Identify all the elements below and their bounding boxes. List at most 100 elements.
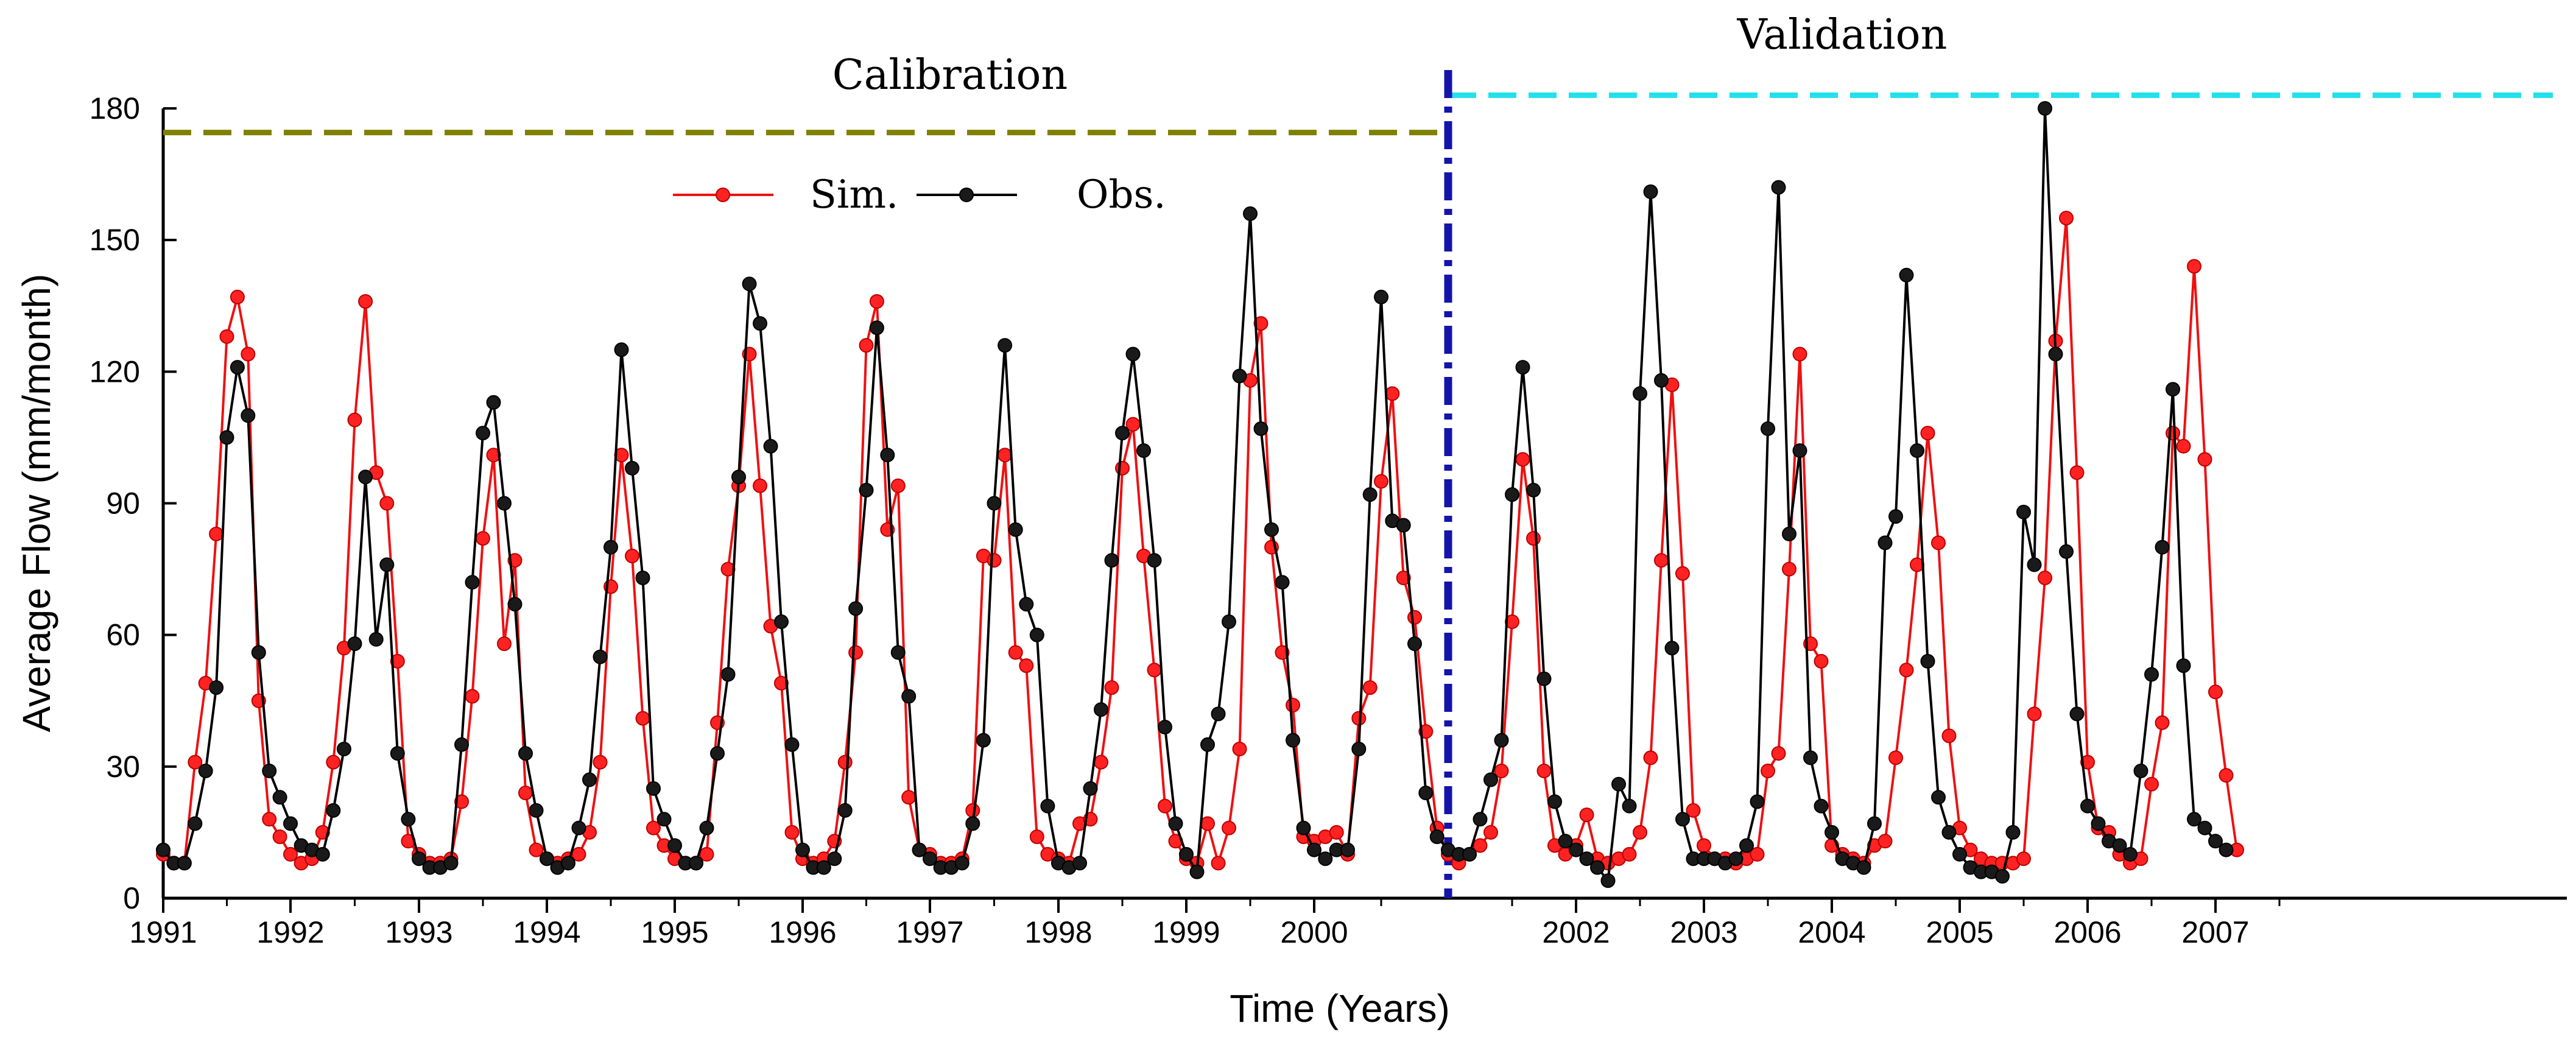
sim-point (987, 553, 1002, 568)
obs-point (593, 649, 608, 664)
sim-point (2187, 259, 2201, 274)
sim-point (1329, 825, 1344, 840)
x-tick-label: 1997 (896, 915, 963, 949)
obs-point (347, 636, 362, 652)
sim-point (837, 754, 853, 770)
obs-point (379, 557, 395, 572)
obs-point (209, 680, 224, 695)
sim-point (1211, 856, 1226, 871)
sim-point (379, 496, 395, 511)
obs-point (2069, 706, 2085, 722)
obs-point (710, 746, 725, 761)
obs-point (1147, 553, 1162, 568)
obs-point (1200, 737, 1215, 752)
sim-point (774, 675, 789, 691)
sim-point (1008, 645, 1023, 660)
y-tick-label: 60 (106, 618, 140, 652)
obs-point (198, 764, 213, 778)
y-tick-label: 30 (106, 750, 140, 784)
obs-point (763, 438, 778, 454)
sim-point (1526, 531, 1541, 546)
sim-point (283, 846, 298, 862)
obs-point (1505, 487, 1519, 502)
obs-point (571, 820, 586, 835)
obs-point (1867, 816, 1882, 831)
obs-point (837, 803, 853, 818)
obs-point (2133, 764, 2148, 778)
obs-point (1115, 426, 1130, 441)
obs-point (742, 276, 757, 292)
obs-point (1888, 509, 1903, 524)
sim-point (1536, 764, 1552, 778)
obs-point (262, 764, 277, 778)
obs-point (2187, 812, 2201, 827)
obs-point (890, 645, 906, 660)
sim-point (1147, 663, 1162, 678)
sim-point (571, 846, 586, 862)
obs-point (1664, 641, 1680, 656)
sim-point (1396, 571, 1411, 585)
obs-point (1611, 776, 1626, 792)
sim-point (1877, 834, 1893, 849)
sim-point (2080, 754, 2095, 770)
obs-point (1675, 812, 1690, 827)
legend: Sim. Obs. (673, 172, 1166, 217)
sim-point (2166, 426, 2180, 441)
obs-point (1771, 180, 1786, 195)
sim-point (1222, 820, 1236, 835)
sim-point (2059, 211, 2074, 226)
y-ticks: 0 30 60 90 120 150 180 (90, 91, 177, 915)
sim-point (635, 711, 650, 726)
obs-point (1374, 289, 1388, 304)
sim-point (1750, 846, 1765, 862)
obs-point (1232, 368, 1247, 384)
sim-point (1920, 426, 1935, 441)
obs-point (774, 614, 789, 629)
obs-point (689, 856, 703, 871)
obs-point (1362, 487, 1378, 502)
x-tick-label: 1992 (256, 915, 324, 949)
sim-point (784, 825, 800, 840)
obs-point (2027, 557, 2042, 572)
obs-point (2038, 101, 2052, 116)
x-tick-label: 1996 (769, 915, 836, 949)
obs-point (368, 631, 384, 647)
sim-point (2144, 776, 2159, 792)
obs-point (2112, 838, 2127, 853)
period-lines (163, 92, 2553, 136)
sim-point (2155, 715, 2170, 730)
sim-point (1374, 474, 1388, 489)
obs-point (507, 597, 523, 612)
obs-point (901, 689, 917, 704)
x-tick-label: 1998 (1024, 915, 1092, 949)
sim-point (869, 294, 884, 309)
y-tick-label: 120 (90, 354, 140, 389)
sim-point (1579, 807, 1594, 823)
obs-point (816, 860, 831, 875)
x-tick-label: 2007 (2181, 915, 2249, 949)
obs-point (2176, 658, 2191, 673)
sim-point (230, 289, 245, 304)
x-tick-label: 1999 (1152, 915, 1220, 949)
sim-point (1622, 846, 1637, 862)
obs-point (1340, 842, 1355, 857)
obs-point (326, 803, 341, 818)
sim-point (1515, 452, 1530, 467)
obs-point (1910, 443, 1924, 458)
sim-point (262, 812, 277, 827)
obs-point (1536, 671, 1552, 686)
obs-point (1168, 816, 1183, 831)
obs-point (720, 667, 736, 682)
obs-point (1792, 443, 1807, 458)
obs-point (987, 496, 1002, 511)
obs-point (1473, 812, 1488, 827)
obs-point (1264, 522, 1279, 537)
x-tick-label: 1994 (513, 915, 580, 949)
sim-point (1697, 838, 1711, 853)
legend-sim-marker (716, 188, 730, 202)
obs-point (540, 851, 554, 867)
obs-point (1296, 820, 1311, 835)
sim-point (1761, 764, 1775, 778)
obs-point (1590, 860, 1605, 875)
